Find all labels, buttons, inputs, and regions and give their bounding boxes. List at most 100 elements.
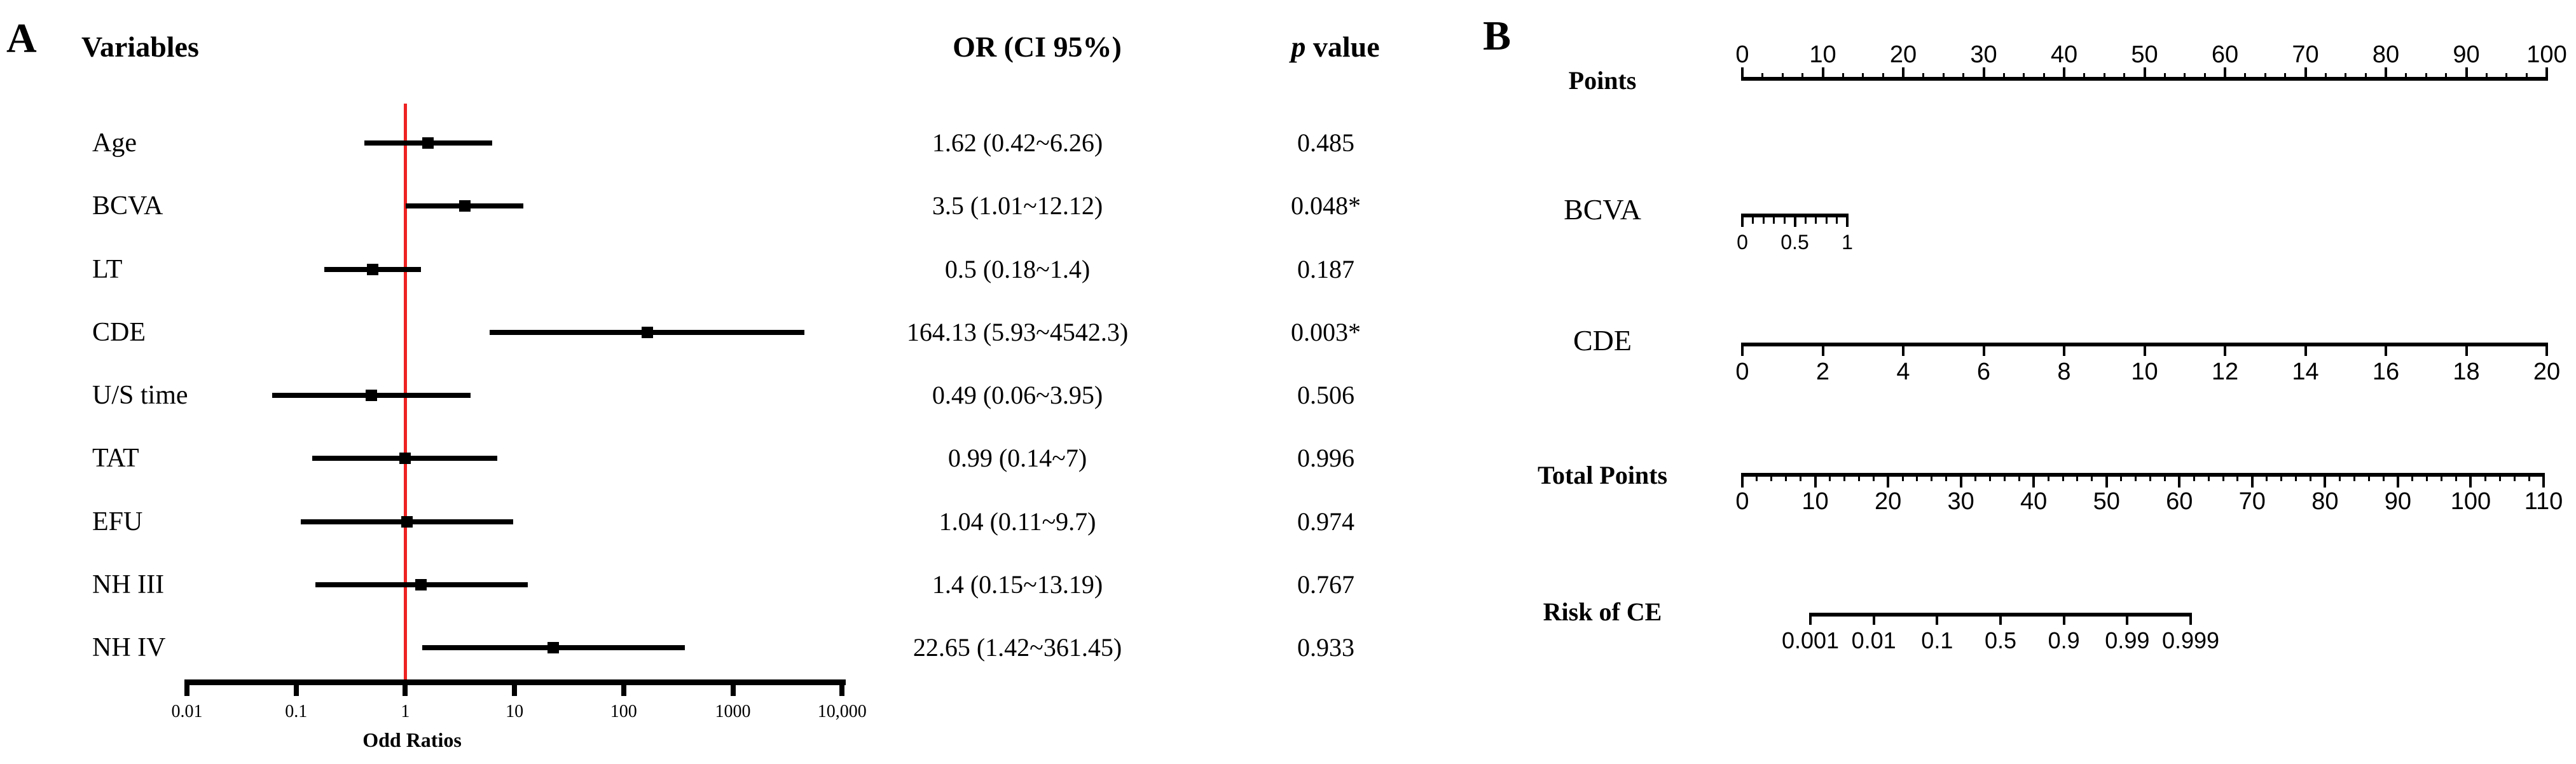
scale-minor-tick-bcva xyxy=(1836,214,1838,224)
scale-minor-tick-points xyxy=(2023,73,2025,81)
scale-minor-tick-points xyxy=(1882,73,1884,81)
scale-minor-tick-points xyxy=(1962,73,1965,81)
scale-major-tick-points xyxy=(1902,67,1904,81)
scale-tick-label-cde: 20 xyxy=(2533,358,2561,385)
p-header-rest-part: value xyxy=(1305,31,1380,63)
scale-major-tick-cde xyxy=(1741,343,1744,356)
variable-label: LT xyxy=(92,254,123,284)
scale-minor-tick-bcva xyxy=(1762,214,1765,224)
p-value: 0.048* xyxy=(1291,191,1361,221)
scale-minor-tick-total-points xyxy=(2484,473,2486,481)
scale-minor-tick-total-points xyxy=(2528,473,2530,481)
or-ci-value: 0.49 (0.06~3.95) xyxy=(932,381,1103,409)
scale-minor-tick-points xyxy=(1862,73,1864,81)
x-axis-tick xyxy=(512,679,518,696)
scale-major-tick-total-points xyxy=(1887,473,1890,488)
scale-minor-tick-total-points xyxy=(1800,473,1802,481)
scale-minor-tick-points xyxy=(2505,73,2508,81)
scale-major-tick-bcva xyxy=(1793,214,1796,227)
scale-tick-label-cde: 18 xyxy=(2453,358,2480,385)
scale-minor-tick-total-points xyxy=(2236,473,2239,481)
scale-tick-label-risk-of-ce: 0.99 xyxy=(2105,627,2150,653)
scale-major-tick-total-points xyxy=(2178,473,2181,488)
scale-minor-tick-points xyxy=(1781,73,1784,81)
x-axis-tick xyxy=(184,679,189,696)
scale-minor-tick-total-points xyxy=(2295,473,2297,481)
scale-major-tick-cde xyxy=(2385,343,2387,356)
scale-tick-label-points: 90 xyxy=(2453,41,2480,68)
variable-label: TAT xyxy=(92,444,139,474)
scale-tick-label-total-points: 70 xyxy=(2238,488,2266,515)
scale-major-tick-risk-of-ce xyxy=(1936,613,1939,625)
scale-major-tick-bcva xyxy=(1846,214,1849,227)
scale-tick-label-cde: 0 xyxy=(1735,358,1749,385)
scale-tick-label-points: 10 xyxy=(1809,41,1836,68)
scale-tick-label-cde: 8 xyxy=(2057,358,2071,385)
or-ci-value: 3.5 (1.01~12.12) xyxy=(932,191,1103,221)
p-header-italic-part: p xyxy=(1291,31,1306,63)
scale-minor-tick-total-points xyxy=(2280,473,2283,481)
scale-major-tick-cde xyxy=(1902,343,1904,356)
scale-tick-label-bcva: 1 xyxy=(1842,231,1853,254)
scale-minor-tick-total-points xyxy=(2222,473,2224,481)
or-marker xyxy=(399,453,411,465)
scale-minor-tick-total-points xyxy=(2207,473,2210,481)
scale-major-tick-points xyxy=(2465,67,2468,81)
scale-minor-tick-total-points xyxy=(2076,473,2079,481)
scale-major-tick-risk-of-ce xyxy=(2062,613,2065,625)
scale-minor-tick-total-points xyxy=(1770,473,1773,481)
scale-tick-label-points: 70 xyxy=(2292,41,2319,68)
scale-major-tick-total-points xyxy=(2324,473,2327,488)
scale-tick-label-total-points: 100 xyxy=(2450,488,2491,515)
scale-major-tick-cde xyxy=(2465,343,2468,356)
scale-minor-tick-points xyxy=(2485,73,2488,81)
scale-minor-tick-points xyxy=(2445,73,2448,81)
scale-major-tick-total-points xyxy=(1741,473,1744,488)
scale-minor-tick-total-points xyxy=(2163,473,2166,481)
scale-minor-tick-points xyxy=(2345,73,2347,81)
scale-tick-label-points: 40 xyxy=(2050,41,2078,68)
scale-minor-tick-points xyxy=(2123,73,2126,81)
x-axis-tick-label: 1 xyxy=(401,702,410,721)
or-ci-value: 1.62 (0.42~6.26) xyxy=(932,128,1103,157)
x-axis-tick xyxy=(293,679,299,696)
scale-major-tick-total-points xyxy=(2032,473,2035,488)
scale-minor-tick-total-points xyxy=(2193,473,2195,481)
scale-tick-label-bcva: 0.5 xyxy=(1780,231,1809,254)
scale-minor-tick-total-points xyxy=(1931,473,1933,481)
scale-tick-label-risk-of-ce: 0.999 xyxy=(2161,627,2220,653)
scale-tick-label-cde: 12 xyxy=(2211,358,2239,385)
scale-minor-tick-total-points xyxy=(1901,473,1904,481)
scale-tick-label-points: 80 xyxy=(2372,41,2400,68)
scale-tick-label-points: 50 xyxy=(2131,41,2158,68)
scale-tick-label-cde: 14 xyxy=(2292,358,2319,385)
scale-minor-tick-total-points xyxy=(1756,473,1758,481)
scale-minor-tick-total-points xyxy=(2498,473,2501,481)
x-axis-title: Odd Ratios xyxy=(362,728,462,751)
scale-line-total-points xyxy=(1742,473,2544,477)
x-axis-tick-label: 10 xyxy=(506,702,524,721)
p-value: 0.996 xyxy=(1297,444,1354,473)
or-marker xyxy=(366,263,378,275)
scale-tick-label-risk-of-ce: 0.001 xyxy=(1781,627,1840,653)
or-marker xyxy=(548,642,560,653)
scale-minor-tick-points xyxy=(2002,73,2005,81)
scale-minor-tick-points xyxy=(2324,73,2327,81)
p-value: 0.506 xyxy=(1297,381,1354,409)
scale-tick-label-cde: 10 xyxy=(2131,358,2158,385)
x-axis-tick-label: 0.1 xyxy=(285,702,308,721)
scale-tick-label-risk-of-ce: 0.01 xyxy=(1851,627,1896,653)
scale-tick-label-total-points: 30 xyxy=(1947,488,1974,515)
scale-minor-tick-points xyxy=(2083,73,2086,81)
scale-minor-tick-total-points xyxy=(2120,473,2123,481)
scale-major-tick-risk-of-ce xyxy=(1999,613,2002,625)
scale-minor-tick-points xyxy=(2244,73,2247,81)
variable-label: BCVA xyxy=(92,191,163,221)
or-marker xyxy=(458,200,471,212)
scale-minor-tick-points xyxy=(2284,73,2287,81)
scale-minor-tick-points xyxy=(2042,73,2045,81)
scale-minor-tick-total-points xyxy=(2018,473,2020,481)
scale-tick-label-total-points: 50 xyxy=(2093,488,2120,515)
scale-minor-tick-total-points xyxy=(2091,473,2093,481)
variables-column-header: Variables xyxy=(81,31,199,63)
